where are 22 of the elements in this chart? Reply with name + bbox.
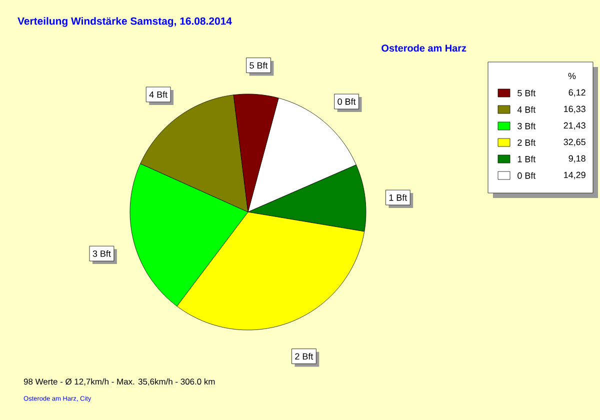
legend-label: 4 Bft [517,106,536,113]
legend-label: 3 Bft [518,122,536,130]
data-label: 14,29 [564,172,586,180]
data-label: 16,33 [564,106,586,114]
legend-label: 5 Bft [518,90,536,96]
legend-label: 0 Bft [518,172,536,179]
slice-label: 4 Bft [149,91,168,98]
legend-title: % [568,72,576,80]
chart-subtitle: Osterode am Harz [382,44,466,52]
text: 98 Werte - Ø 12,7km/h - Max. 35,6km/h - 306.0 km [24,378,215,386]
data-label: 32,65 [564,138,586,146]
slice-label: 5 Bft [250,62,268,69]
slice-label: 1 Bft [389,194,408,201]
data-label: 6,12 [568,89,586,97]
slice-label: 2 Bft [295,353,314,360]
slice-label: 0 Bft [338,98,356,105]
data-label: 21,43 [564,122,586,130]
legend-label: 2 Bft [518,139,536,146]
data-label: 9,18 [568,155,586,163]
legend-label: 1 Bft [518,156,536,162]
chart-title: Verteilung Windstärke Samstag, 16.08.2014 [18,17,232,27]
slice-label: 3 Bft [92,250,111,257]
